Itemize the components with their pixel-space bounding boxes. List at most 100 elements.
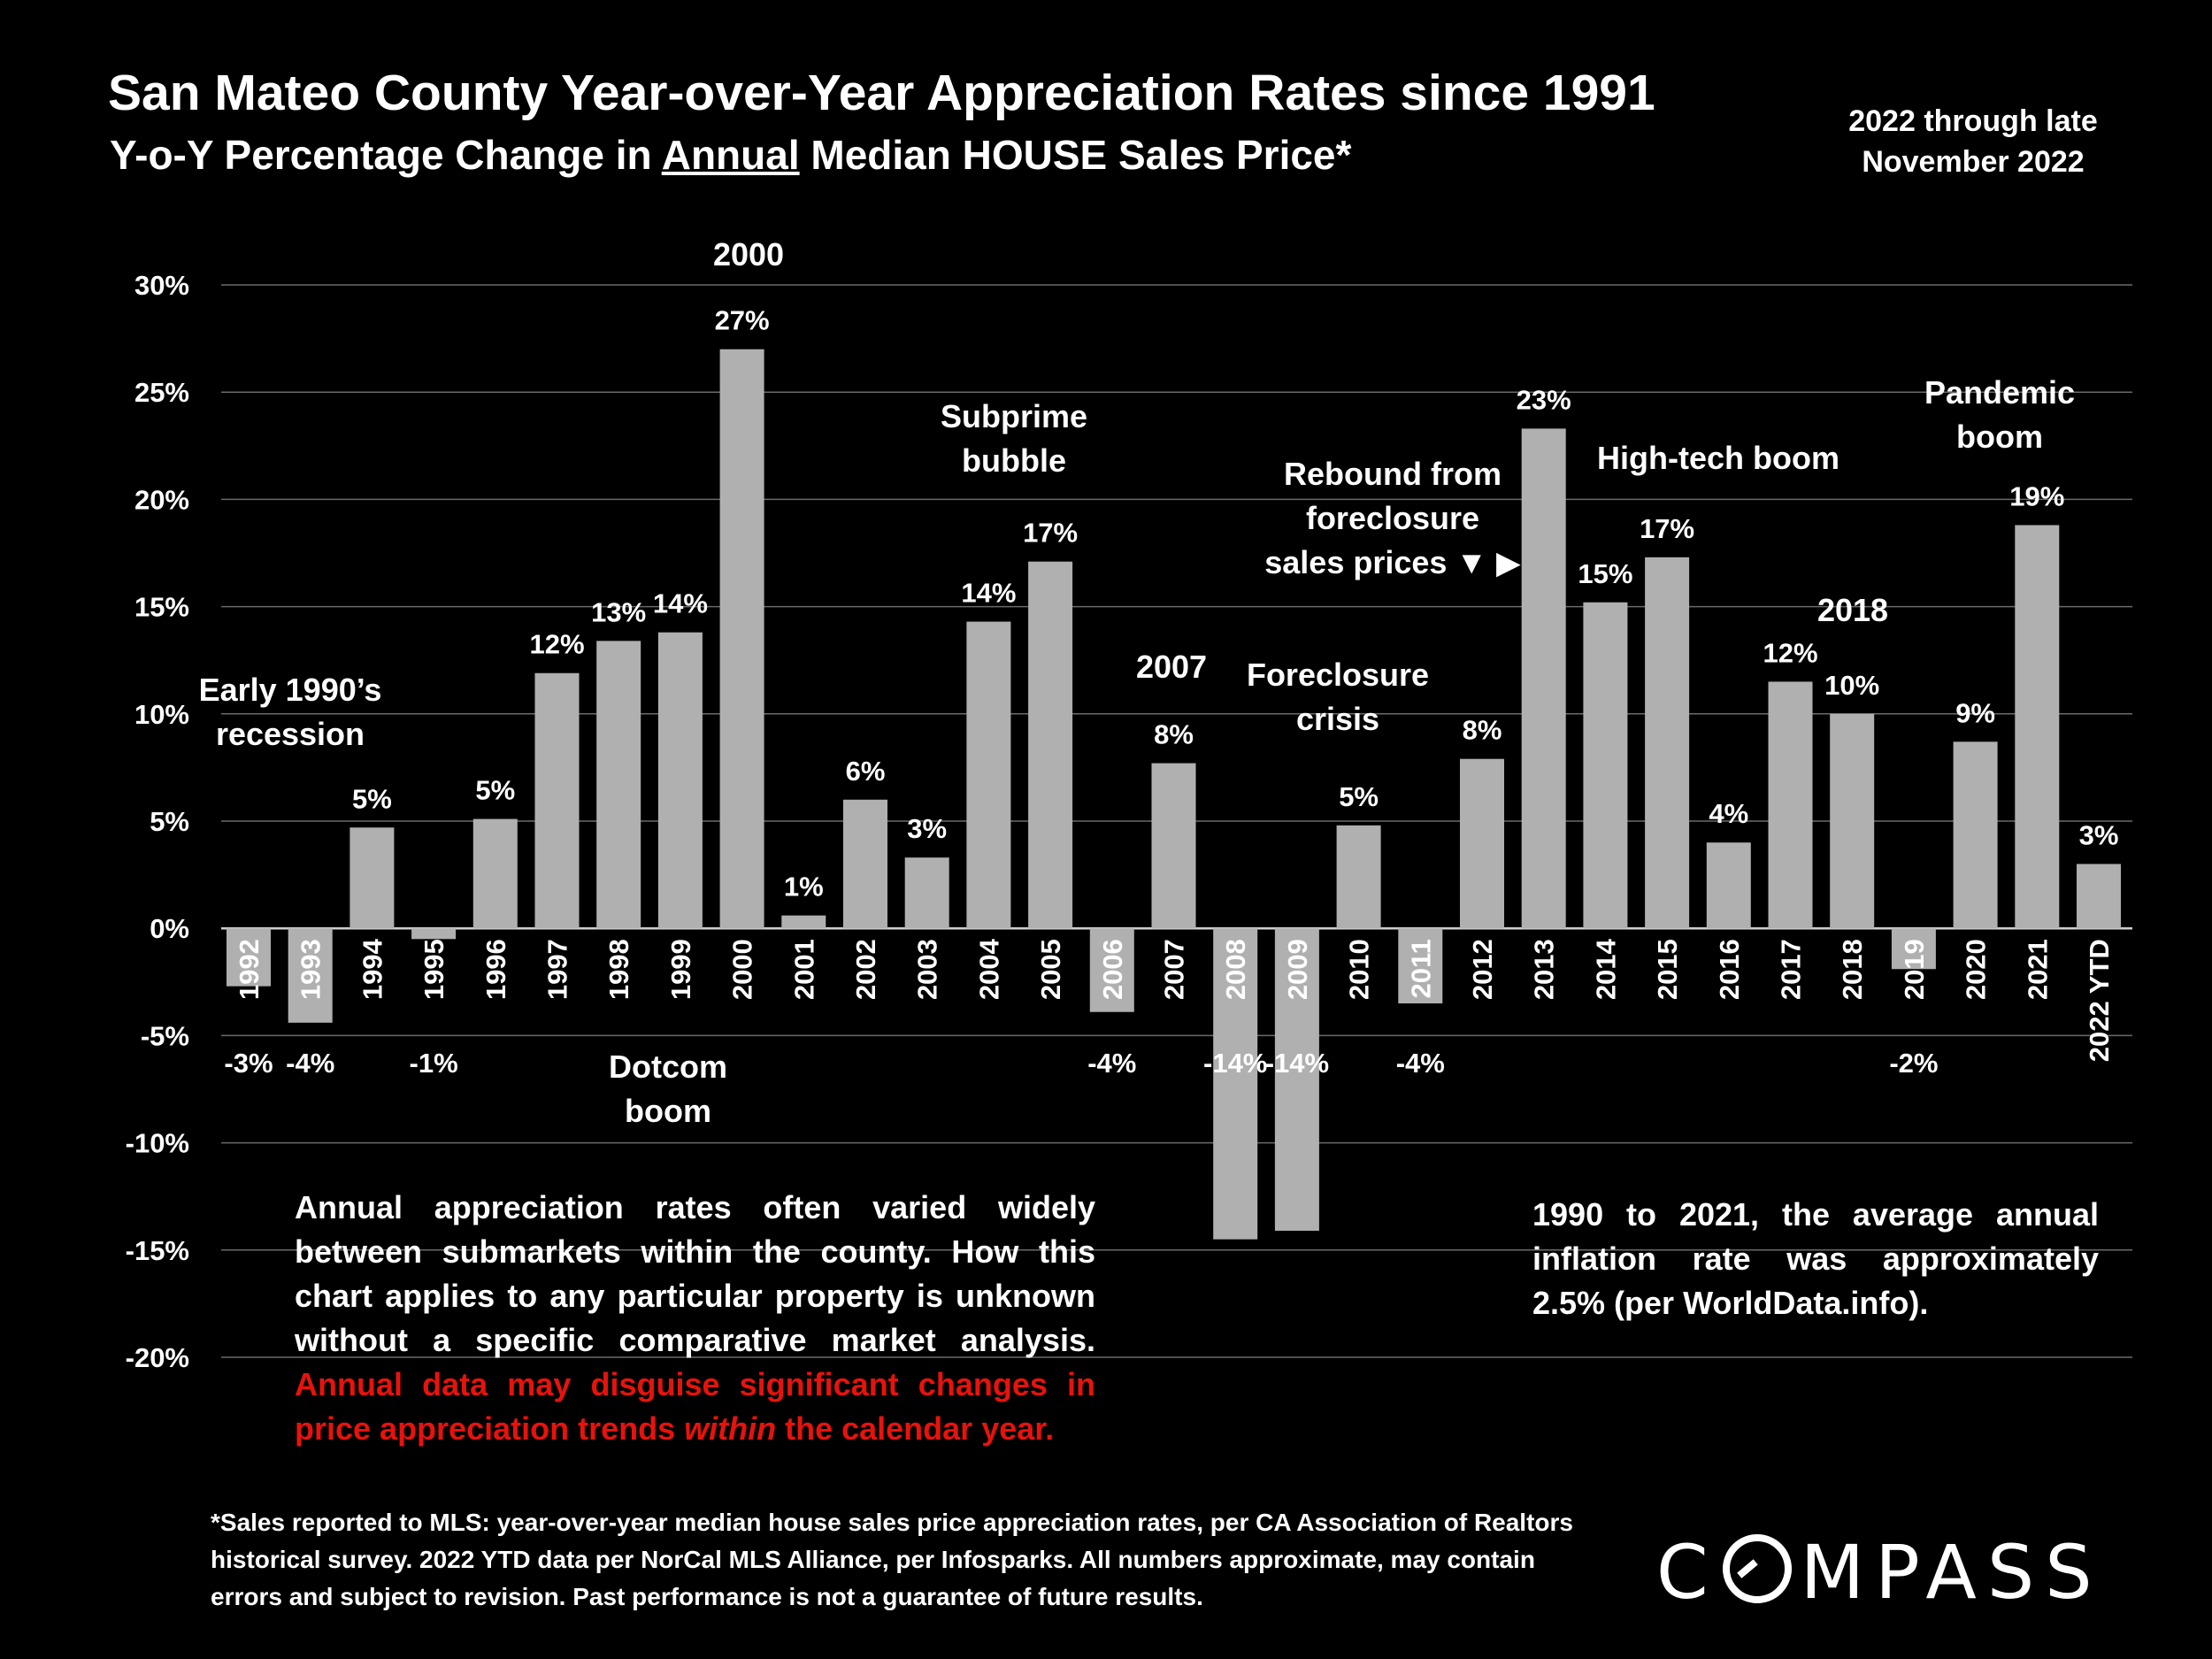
data-label: 27% xyxy=(715,305,770,336)
logo-ring-icon xyxy=(1722,1534,1792,1603)
data-label: 3% xyxy=(2079,819,2119,850)
disclaimer-red-2: the calendar year. xyxy=(776,1410,1055,1447)
data-label: -4% xyxy=(1396,1048,1445,1079)
data-label: 14% xyxy=(961,578,1016,609)
x-tick-label: 2013 xyxy=(1529,939,1560,1000)
subtitle-underlined: Annual xyxy=(661,132,800,178)
footnote: *Sales reported to MLS: year-over-year m… xyxy=(211,1509,1573,1610)
bar xyxy=(1768,681,1813,929)
data-label: 5% xyxy=(475,775,515,806)
bar xyxy=(1274,928,1319,1231)
annotation-label: Early 1990’s xyxy=(199,672,382,708)
x-tick-label: 1996 xyxy=(480,939,511,1000)
data-label: -14% xyxy=(1203,1048,1267,1079)
data-label: -14% xyxy=(1265,1048,1329,1079)
data-label: 10% xyxy=(1824,670,1879,701)
x-tick-label: 2003 xyxy=(912,939,943,1000)
inflation-note: 1990 to 2021, the average annual inflati… xyxy=(1532,1196,2099,1321)
x-tick-label: 2017 xyxy=(1776,939,1807,1000)
x-tick-label: 2014 xyxy=(1590,938,1621,1000)
x-tick-label: 2001 xyxy=(788,939,819,1000)
x-tick-label: 1994 xyxy=(357,938,388,1000)
bar xyxy=(1706,842,1751,929)
disclaimer-note: Annual appreciation rates often varied w… xyxy=(295,1186,1095,1451)
data-label: 5% xyxy=(1339,781,1379,812)
y-tick-label: 20% xyxy=(134,484,189,515)
y-tick-label: 25% xyxy=(134,377,189,408)
bar xyxy=(1830,713,1875,929)
data-label: 14% xyxy=(653,588,708,619)
bar xyxy=(1521,428,1566,929)
x-tick-label: 1998 xyxy=(603,939,634,1000)
annotation-label: 2007 xyxy=(1136,649,1207,685)
bar xyxy=(1151,763,1196,929)
bar xyxy=(1089,928,1134,1012)
x-tick-label: 1995 xyxy=(419,939,449,1000)
data-label: 13% xyxy=(591,596,646,627)
data-label: 12% xyxy=(529,629,584,660)
annotation-label: foreclosure xyxy=(1306,500,1479,536)
x-tick-label: 2007 xyxy=(1159,939,1190,1000)
bar xyxy=(1213,928,1258,1240)
bar xyxy=(719,349,764,929)
bar xyxy=(596,641,641,929)
subtitle-prefix: Y-o-Y Percentage Change in xyxy=(110,132,662,178)
logo-suffix: MPASS xyxy=(1800,1529,2103,1616)
x-tick-label: 2004 xyxy=(973,938,1004,1000)
chart-subtitle: Y-o-Y Percentage Change in Annual Median… xyxy=(110,131,1351,179)
y-tick-label: 30% xyxy=(134,270,189,301)
annotation-label: crisis xyxy=(1296,701,1379,737)
bar xyxy=(1028,561,1073,929)
annotation-label: boom xyxy=(1956,419,2043,455)
y-tick-label: -15% xyxy=(126,1235,189,1266)
chart-title: San Mateo County Year-over-Year Apprecia… xyxy=(108,65,1655,121)
bar xyxy=(349,827,395,929)
disclaimer-main: Annual appreciation rates often varied w… xyxy=(295,1189,1095,1358)
bar xyxy=(2015,525,2060,929)
bar xyxy=(904,857,949,929)
data-label: 3% xyxy=(907,813,947,844)
y-tick-label: 5% xyxy=(150,806,189,837)
data-label: -2% xyxy=(1889,1048,1938,1079)
x-tick-label: 2006 xyxy=(1097,939,1128,1000)
data-label: 23% xyxy=(1517,384,1571,415)
y-tick-label: -10% xyxy=(126,1128,189,1159)
annotation-label: Rebound from xyxy=(1284,456,1502,492)
subtitle-suffix: Median HOUSE Sales Price* xyxy=(799,132,1352,178)
data-label: 12% xyxy=(1763,637,1817,668)
x-tick-label: 2021 xyxy=(2022,939,2053,1000)
annotation-label: 2000 xyxy=(713,236,784,273)
x-tick-label: 2009 xyxy=(1282,939,1313,1000)
x-tick-label: 2019 xyxy=(1899,939,1930,1000)
compass-logo: C MPASS xyxy=(1656,1529,2103,1616)
bar xyxy=(1891,928,1936,970)
bar xyxy=(1583,602,1628,929)
data-label: -1% xyxy=(410,1048,458,1079)
annotation-label: recession xyxy=(216,716,365,752)
y-tick-label: -20% xyxy=(126,1342,189,1373)
data-label: 8% xyxy=(1154,719,1194,750)
data-label: 4% xyxy=(1709,798,1748,829)
x-tick-label: 1997 xyxy=(542,939,573,1000)
x-tick-label: 2000 xyxy=(727,939,758,1000)
disclaimer-red-italic: within xyxy=(684,1410,777,1447)
x-tick-label: 2020 xyxy=(1961,939,1992,1000)
data-label: 17% xyxy=(1023,518,1078,549)
annotation-label: 2018 xyxy=(1817,592,1888,628)
y-tick-label: 0% xyxy=(150,913,189,944)
data-label: -3% xyxy=(224,1048,273,1079)
data-label: 9% xyxy=(1955,697,1995,728)
period-note: 2022 through late November 2022 xyxy=(1805,101,2141,182)
x-tick-label: 2010 xyxy=(1344,939,1375,1000)
bar xyxy=(1460,758,1504,929)
data-label: 1% xyxy=(784,872,824,902)
x-tick-label: 1992 xyxy=(234,939,265,1000)
bar xyxy=(1398,928,1443,1004)
x-tick-label: 2011 xyxy=(1405,939,1436,998)
x-tick-label: 2008 xyxy=(1220,939,1251,1000)
y-tick-label: 15% xyxy=(134,592,189,623)
bar xyxy=(1336,825,1381,929)
bar xyxy=(534,672,580,929)
x-tick-label: 2012 xyxy=(1467,939,1498,1000)
bar xyxy=(227,928,271,987)
